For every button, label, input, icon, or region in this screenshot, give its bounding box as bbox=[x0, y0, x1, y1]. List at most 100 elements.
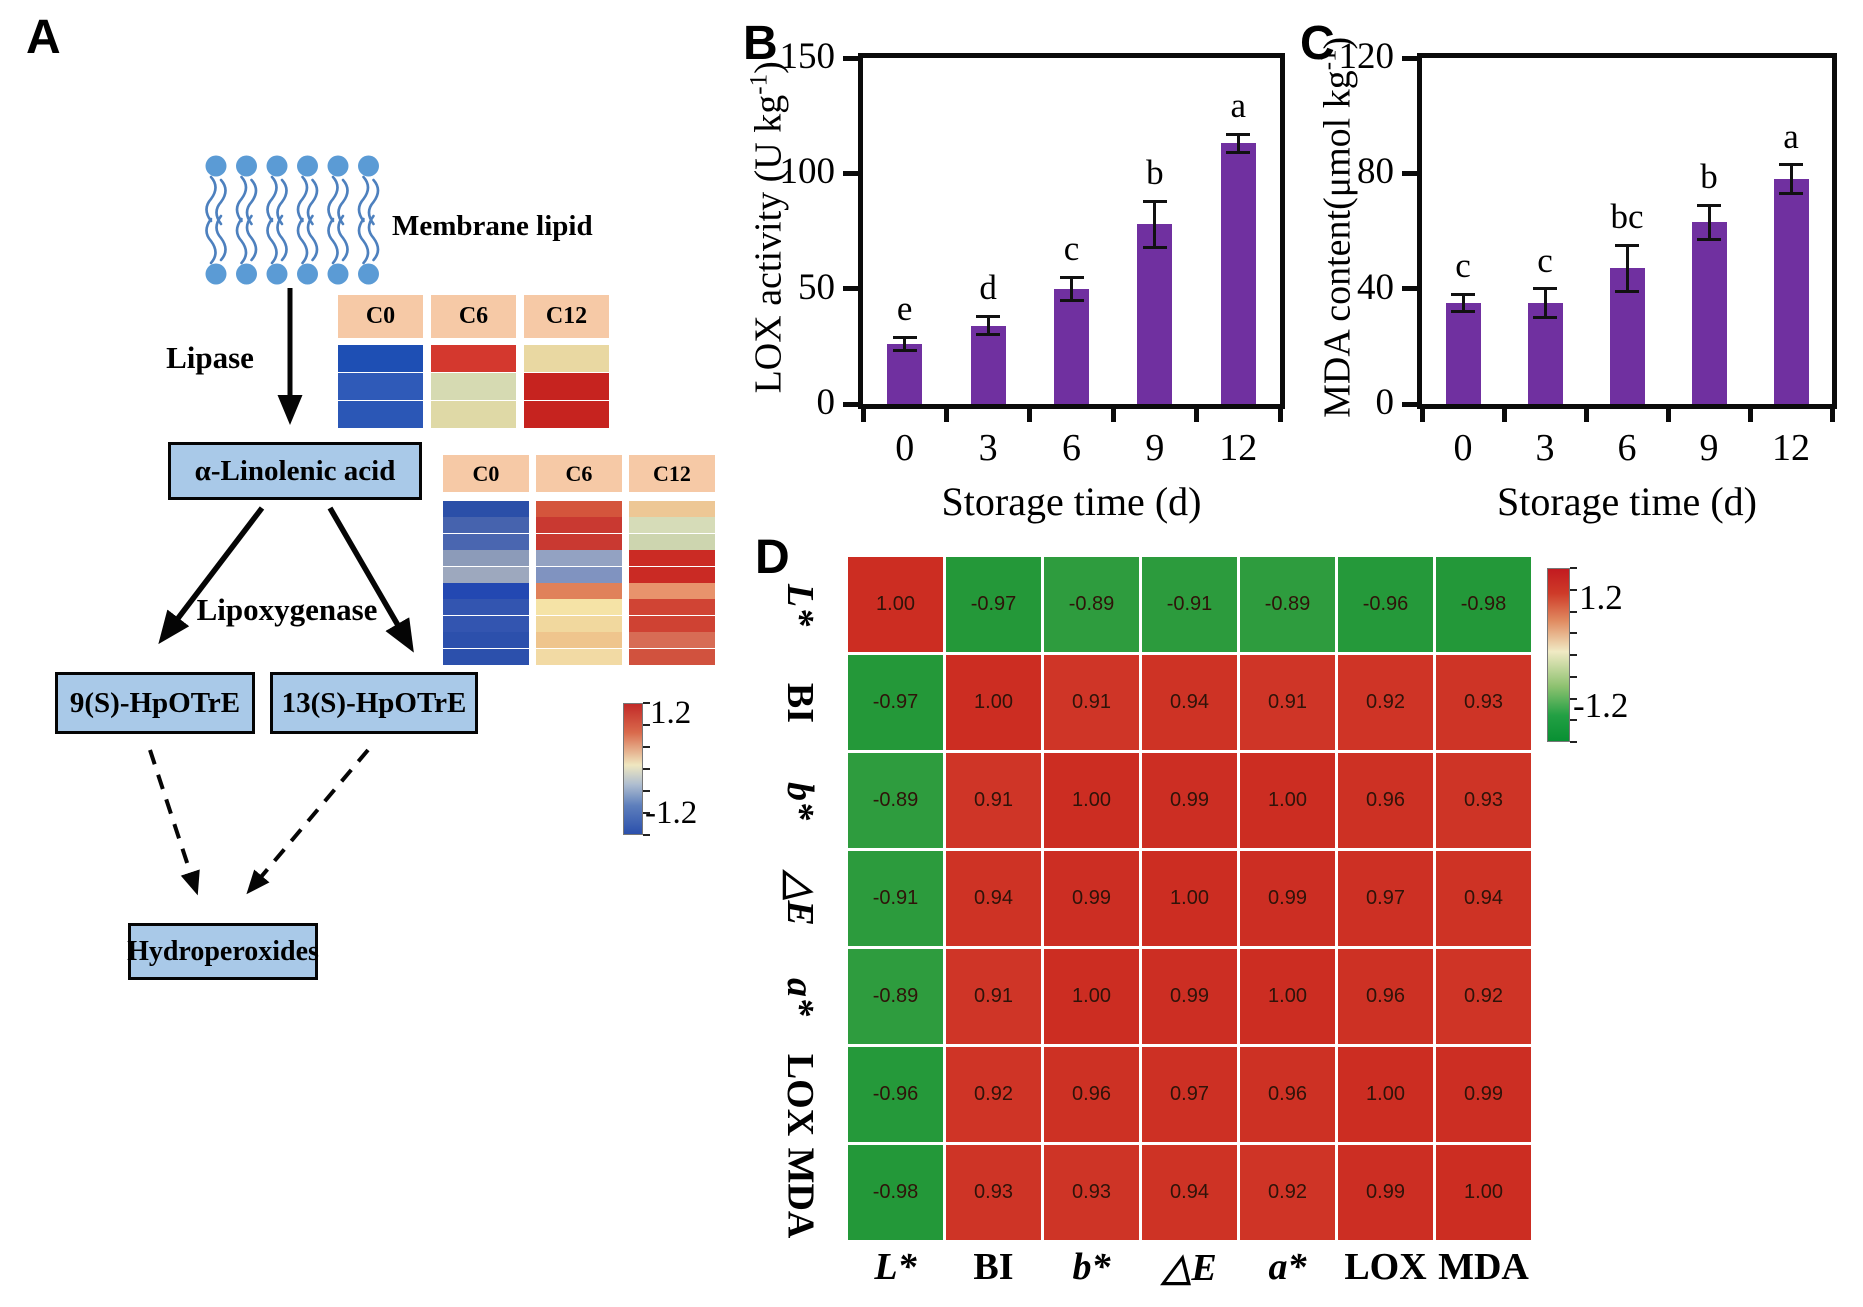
x-tick-label: 9 bbox=[1699, 427, 1719, 469]
mini-heatmap-cell bbox=[629, 615, 715, 632]
lipid-tail bbox=[357, 175, 370, 223]
error-bar-cap bbox=[1779, 192, 1803, 196]
y-tick-label: 100 bbox=[779, 151, 836, 193]
colorbar-a bbox=[623, 703, 643, 835]
lipid-tail bbox=[245, 178, 258, 226]
heatmap-col-label: △E bbox=[1162, 1247, 1217, 1289]
heatmap-cell: 0.97 bbox=[1338, 851, 1433, 946]
sig-letter: bc bbox=[1610, 197, 1644, 237]
mini-heatmap-cell bbox=[536, 550, 622, 567]
colorbar-tick bbox=[1570, 675, 1577, 678]
heatmap-cell: -0.91 bbox=[848, 851, 943, 946]
heatmap-cell: 1.00 bbox=[1240, 753, 1335, 848]
mini-heatmap-cell bbox=[443, 615, 529, 632]
lipid-tail bbox=[215, 214, 227, 262]
membrane-label: Membrane lipid bbox=[392, 210, 593, 242]
heatmap-cell: -0.97 bbox=[946, 557, 1041, 652]
bar bbox=[1773, 179, 1809, 404]
colorbar-tick bbox=[1570, 610, 1577, 613]
colorbar-tick bbox=[1570, 719, 1577, 722]
sig-letter: b bbox=[1146, 153, 1164, 192]
colorbar-d-max: 1.2 bbox=[1579, 578, 1623, 617]
heatmap-col-label: LOX bbox=[1344, 1246, 1427, 1288]
heatmap-cell: 0.91 bbox=[946, 949, 1041, 1044]
error-bar-line bbox=[1153, 201, 1157, 248]
lipid-tail bbox=[337, 214, 349, 262]
error-bar-cap bbox=[1697, 203, 1721, 207]
mini-heatmap-header: C6 bbox=[536, 455, 622, 492]
y-tick bbox=[1402, 286, 1417, 292]
colorbar-tick bbox=[643, 702, 650, 704]
heatmap-cell: 0.92 bbox=[1338, 655, 1433, 750]
lipid-tail bbox=[367, 214, 380, 262]
heatmap-cell: -0.98 bbox=[1436, 557, 1531, 652]
y-tick bbox=[1402, 170, 1417, 176]
mini-heatmap-cell bbox=[524, 373, 609, 400]
y-tick-label: 120 bbox=[1338, 36, 1395, 77]
bar bbox=[1054, 288, 1089, 404]
mini-heatmap-cell bbox=[443, 550, 529, 567]
mini-heatmap-cell bbox=[629, 583, 715, 599]
heatmap-cell: 0.94 bbox=[1142, 655, 1237, 750]
x-tick bbox=[1027, 409, 1033, 422]
error-bar-cap bbox=[1697, 238, 1721, 242]
x-tick-label: 0 bbox=[895, 427, 915, 469]
mini-heatmap-cell bbox=[629, 599, 715, 616]
sig-letter: b bbox=[1700, 157, 1718, 197]
error-bar-cap bbox=[1615, 290, 1639, 294]
lipid-tail bbox=[235, 217, 248, 265]
box-13s-hpotre: 13(S)-HpOTrE bbox=[270, 672, 478, 734]
heatmap-cell: 1.00 bbox=[946, 655, 1041, 750]
colorbar-tick bbox=[643, 812, 650, 814]
error-bar-line bbox=[1625, 245, 1629, 292]
heatmap-cell: 0.94 bbox=[946, 851, 1041, 946]
heatmap-cell: 1.00 bbox=[1436, 1145, 1531, 1240]
error-bar-cap bbox=[1451, 310, 1475, 314]
heatmap-cell: 0.94 bbox=[1436, 851, 1531, 946]
x-tick bbox=[1501, 409, 1507, 422]
panel-d-label: D bbox=[755, 531, 790, 584]
lipid-tail bbox=[245, 214, 258, 262]
panel-a-label: A bbox=[26, 11, 61, 64]
mini-heatmap-header: C12 bbox=[524, 295, 609, 338]
heatmap-col-label: MDA bbox=[1438, 1246, 1529, 1288]
heatmap-row-label: a* bbox=[779, 977, 821, 1016]
heatmap-cell: 0.92 bbox=[946, 1047, 1041, 1142]
heatmap-cell: 0.96 bbox=[1240, 1047, 1335, 1142]
mini-heatmap-header: C6 bbox=[431, 295, 516, 338]
error-bar-cap bbox=[892, 335, 917, 339]
y-tick bbox=[1402, 401, 1417, 407]
heatmap-row-label: MDA bbox=[779, 1147, 822, 1238]
heatmap-cell: -0.89 bbox=[1044, 557, 1139, 652]
x-tick-label: 3 bbox=[978, 427, 998, 469]
error-bar-line bbox=[1707, 205, 1711, 240]
plot-frame-B bbox=[858, 53, 1285, 409]
lipid-head bbox=[266, 155, 288, 177]
error-bar-cap bbox=[1451, 292, 1475, 296]
heatmap-cell: 0.96 bbox=[1338, 753, 1433, 848]
lipid-tail bbox=[215, 178, 227, 226]
x-axis-title: Storage time (d) bbox=[1497, 479, 1757, 524]
heatmap-row-label: b* bbox=[779, 781, 821, 820]
sig-letter: d bbox=[979, 268, 997, 308]
lipid-tail bbox=[276, 178, 288, 226]
heatmap-cell: 0.93 bbox=[1436, 655, 1531, 750]
heatmap-cell: 0.99 bbox=[1142, 753, 1237, 848]
panel-c-label: C bbox=[1300, 17, 1335, 70]
lipid-tail bbox=[306, 178, 319, 226]
dashed-arrow-right bbox=[246, 748, 370, 895]
colorbar-tick bbox=[643, 790, 650, 792]
heatmap-cell: -0.89 bbox=[1240, 557, 1335, 652]
bar bbox=[887, 344, 923, 404]
box-linolenic-acid: α-Linolenic acid bbox=[168, 442, 422, 500]
mini-heatmap-header: C0 bbox=[338, 295, 423, 338]
x-tick-label: 12 bbox=[1772, 427, 1810, 469]
mini-heatmap-cell bbox=[536, 615, 622, 632]
bar bbox=[1445, 303, 1481, 404]
heatmap-cell: 0.93 bbox=[946, 1145, 1041, 1240]
mini-heatmap-cell bbox=[443, 583, 529, 599]
colorbar-tick bbox=[643, 746, 650, 748]
colorbar-tick bbox=[1570, 697, 1577, 700]
y-tick bbox=[843, 55, 858, 61]
mini-heatmap-cell bbox=[338, 373, 423, 400]
